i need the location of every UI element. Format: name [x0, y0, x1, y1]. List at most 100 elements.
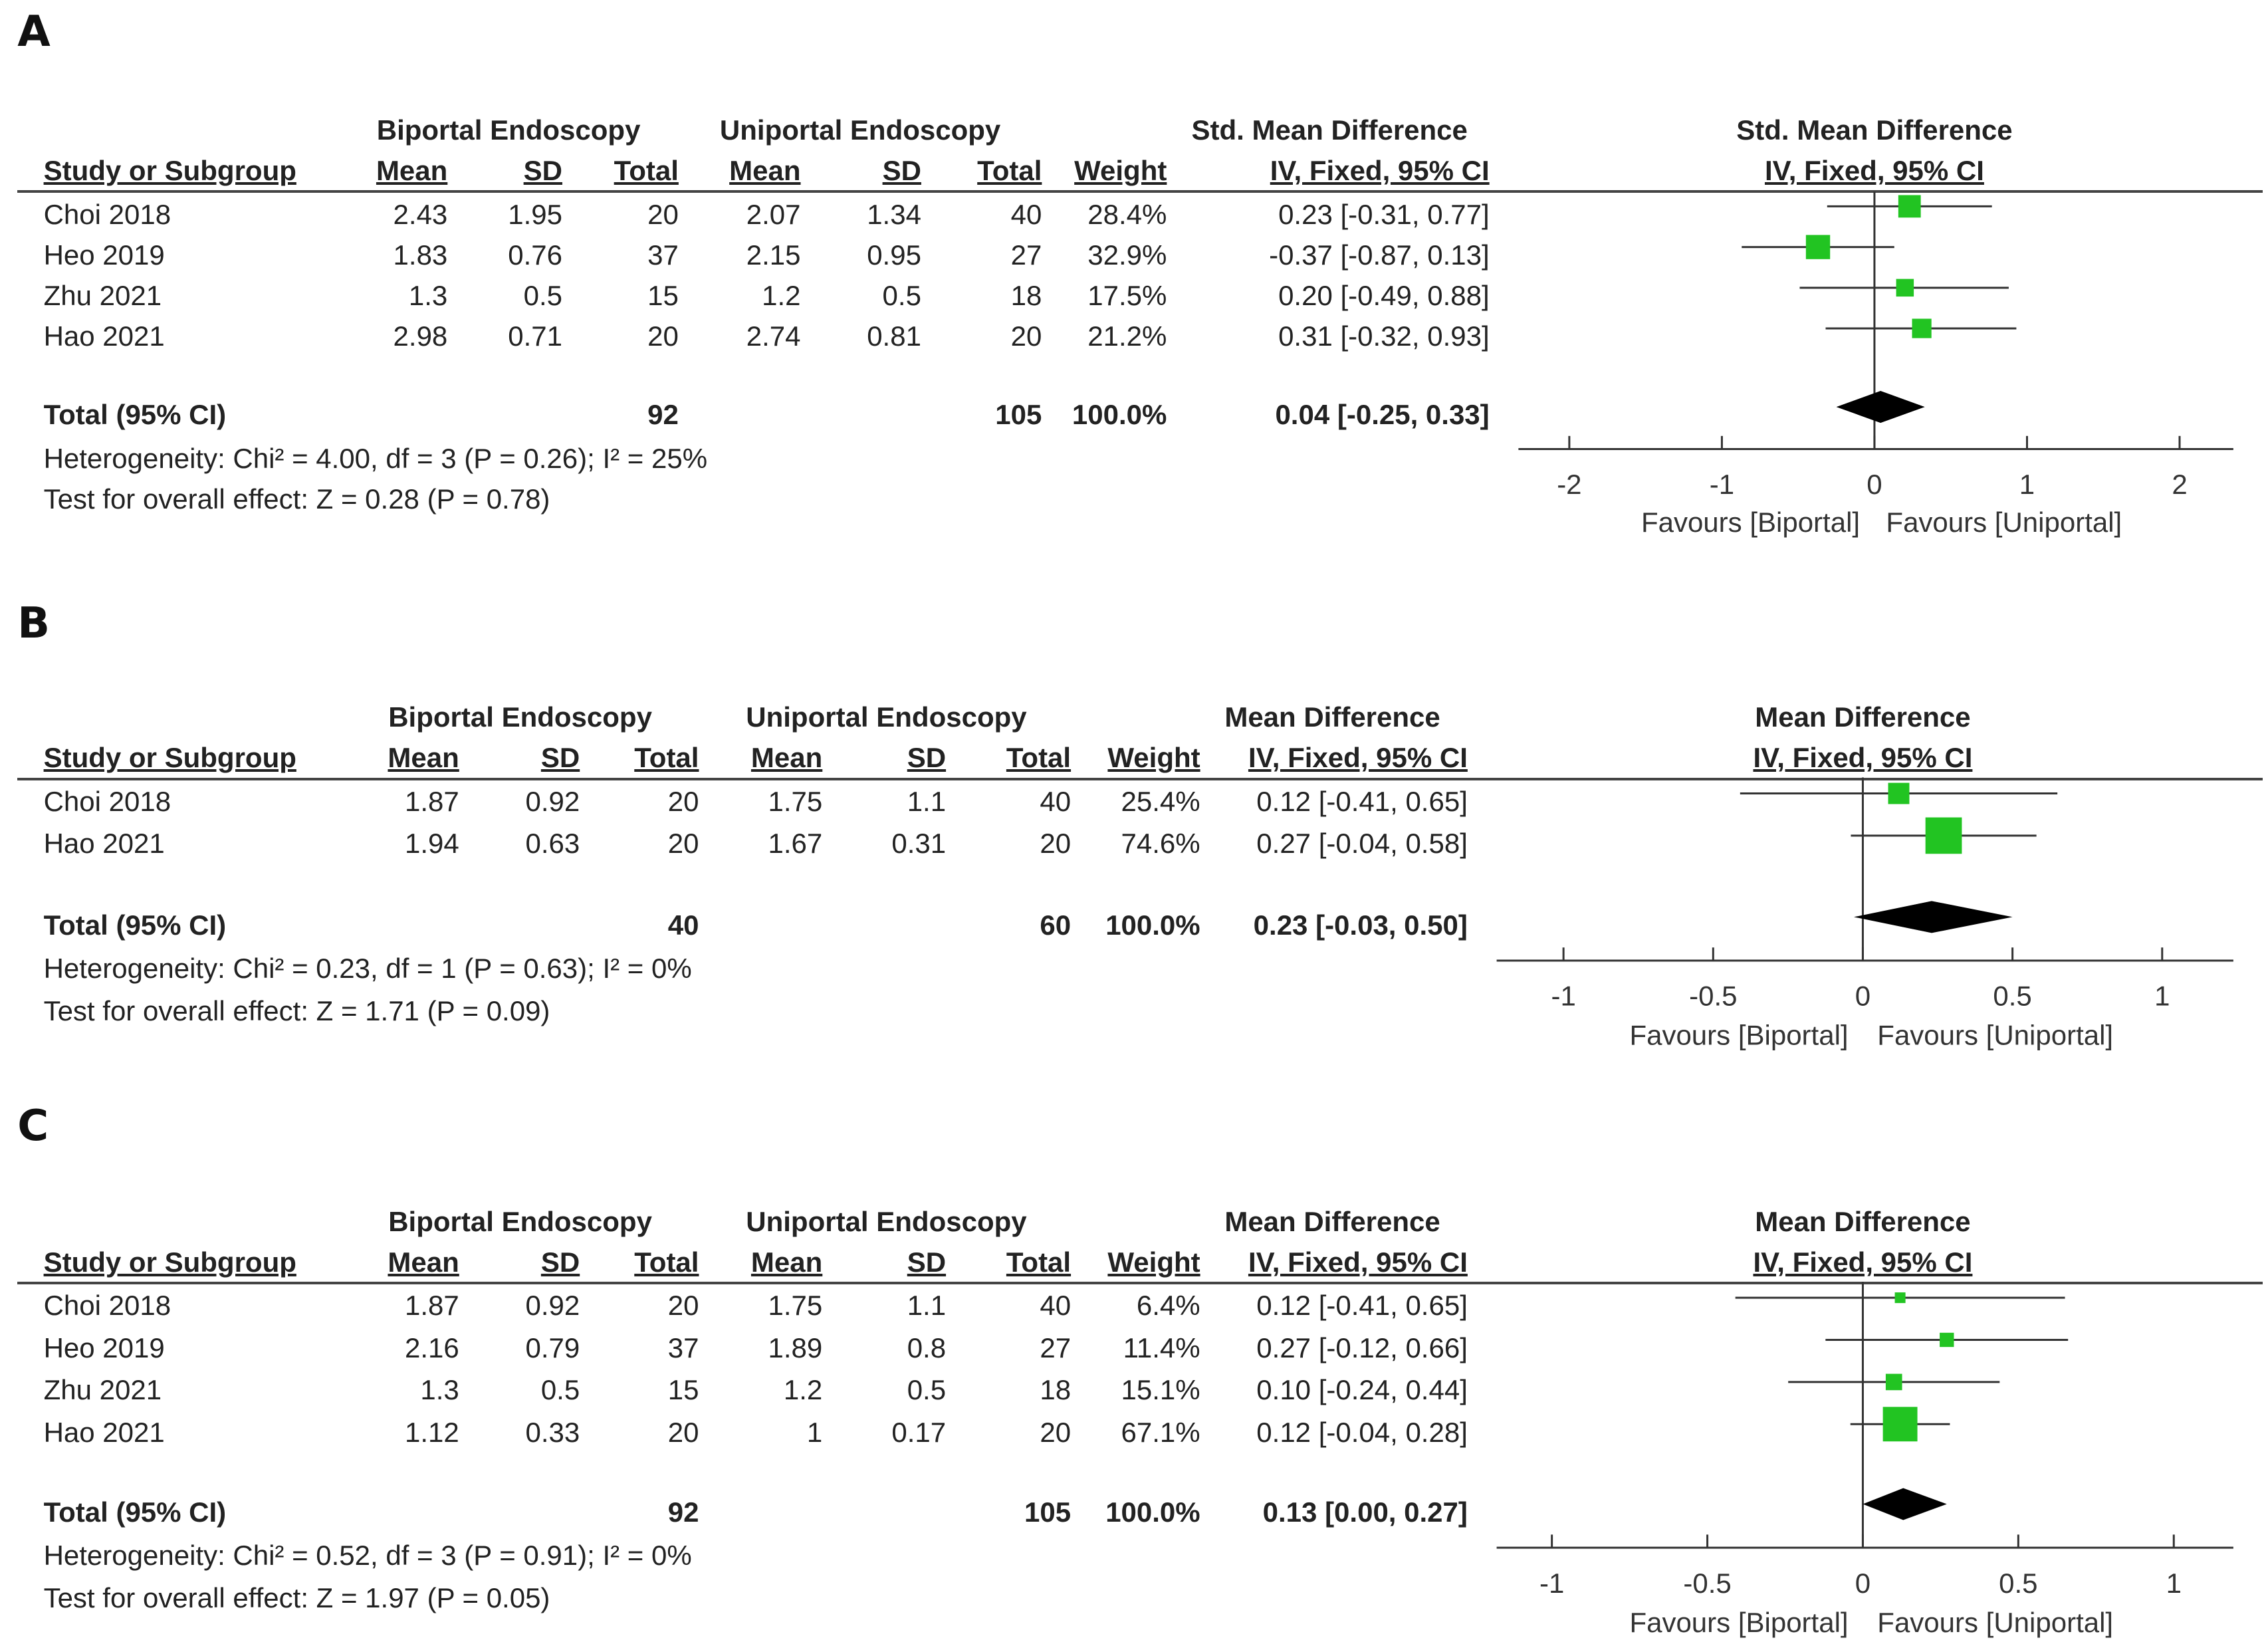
effect-header: Std. Mean Difference: [1191, 114, 1468, 146]
favours-left-label: Favours [Biportal]: [1629, 1607, 1848, 1638]
axis-tick-label: 2: [2172, 469, 2187, 500]
study-n1: 15: [647, 280, 679, 312]
study-square: [1912, 318, 1932, 338]
study-square: [1925, 817, 1962, 854]
study-m2: 2.74: [746, 320, 801, 352]
total-n2: 60: [1040, 909, 1072, 941]
study-name: Hao 2021: [43, 1416, 165, 1448]
study-n2: 18: [1040, 1374, 1072, 1406]
study-sd2: 1.1: [907, 1290, 947, 1322]
study-square: [1896, 279, 1914, 297]
study-sd2: 0.31: [891, 828, 947, 860]
total-ci: 0.04 [-0.25, 0.33]: [1275, 399, 1490, 431]
study-n2: 40: [1040, 1290, 1072, 1322]
study-sd1: 0.33: [525, 1416, 580, 1448]
favours-left-label: Favours [Biportal]: [1629, 1020, 1848, 1051]
study-weight: 6.4%: [1136, 1290, 1200, 1322]
study-sd2: 0.5: [907, 1374, 947, 1406]
panel-letter: B: [17, 598, 50, 648]
study-name: Hao 2021: [43, 320, 165, 352]
study-sd2: 0.81: [867, 320, 921, 352]
plot-header: Std. Mean Difference: [1736, 114, 2013, 146]
study-weight: 11.4%: [1123, 1332, 1200, 1363]
header-rule: [17, 777, 2263, 780]
study-square: [1888, 782, 1910, 804]
study-weight: 17.5%: [1087, 280, 1167, 312]
study-sd1: 0.5: [523, 280, 562, 312]
col-weight: Weight: [1107, 742, 1200, 774]
study-sd1: 0.63: [525, 828, 580, 860]
study-sd2: 1.34: [867, 198, 921, 230]
total-ci: 0.23 [-0.03, 0.50]: [1253, 909, 1468, 941]
total-weight: 100.0%: [1072, 399, 1167, 431]
study-square: [1894, 1292, 1906, 1304]
plot-subheader: IV, Fixed, 95% CI: [1753, 1246, 1973, 1278]
col-n1: Total: [614, 155, 679, 187]
study-n1: 20: [667, 1416, 699, 1448]
study-ci: 0.31 [-0.32, 0.93]: [1278, 320, 1490, 352]
effect-subheader: IV, Fixed, 95% CI: [1270, 155, 1490, 187]
plot-subheader: IV, Fixed, 95% CI: [1764, 155, 1984, 187]
study-m1: 2.43: [393, 198, 448, 230]
effect-header: Mean Difference: [1224, 701, 1440, 733]
study-sd1: 0.92: [525, 1290, 580, 1322]
study-weight: 15.1%: [1121, 1374, 1200, 1406]
panel-letter: C: [17, 1101, 49, 1151]
group1-header: Biportal Endoscopy: [376, 114, 641, 146]
study-n2: 27: [1040, 1332, 1072, 1363]
axis-tick-label: 1: [2166, 1568, 2182, 1599]
axis-tick-label: 0: [1855, 981, 1871, 1012]
total-label: Total (95% CI): [43, 1496, 227, 1528]
study-n1: 20: [647, 320, 679, 352]
axis-tick-label: -1: [1539, 1568, 1564, 1599]
col-m1: Mean: [376, 155, 448, 187]
study-ci: -0.37 [-0.87, 0.13]: [1269, 239, 1490, 271]
plot-subheader: IV, Fixed, 95% CI: [1753, 742, 1973, 774]
study-sd1: 0.5: [540, 1374, 580, 1406]
pooled-diamond: [1853, 901, 2013, 933]
study-m2: 1.2: [783, 1374, 823, 1406]
effect-subheader: IV, Fixed, 95% CI: [1248, 1246, 1468, 1278]
total-label: Total (95% CI): [43, 909, 227, 941]
study-sd2: 0.17: [891, 1416, 947, 1448]
study-ci: 0.10 [-0.24, 0.44]: [1256, 1374, 1468, 1406]
study-name: Heo 2019: [43, 239, 165, 271]
study-sd1: 0.92: [525, 785, 580, 817]
total-weight: 100.0%: [1105, 1496, 1200, 1528]
study-n1: 37: [667, 1332, 699, 1363]
study-m2: 1.75: [768, 785, 823, 817]
plot-header: Mean Difference: [1755, 701, 1971, 733]
study-square: [1805, 235, 1831, 259]
study-m1: 1.3: [408, 280, 448, 312]
panel-letter: A: [17, 7, 51, 57]
study-m1: 1.94: [405, 828, 459, 860]
study-m1: 1.87: [405, 785, 459, 817]
study-n1: 20: [667, 1290, 699, 1322]
study-sd1: 0.79: [525, 1332, 580, 1363]
study-n2: 40: [1010, 198, 1042, 230]
study-n2: 20: [1010, 320, 1042, 352]
col-sd1: SD: [523, 155, 562, 187]
study-sd2: 0.5: [882, 280, 921, 312]
col-m2: Mean: [750, 742, 823, 774]
favours-right-label: Favours [Uniportal]: [1877, 1020, 2113, 1051]
study-name: Zhu 2021: [43, 280, 162, 312]
axis-tick-label: 0.5: [1993, 981, 2031, 1012]
axis-tick-label: -0.5: [1689, 981, 1737, 1012]
overall-effect: Test for overall effect: Z = 0.28 (P = 0…: [43, 483, 550, 515]
study-m2: 1.67: [768, 828, 823, 860]
group2-header: Uniportal Endoscopy: [746, 1205, 1027, 1237]
overall-effect: Test for overall effect: Z = 1.71 (P = 0…: [43, 995, 550, 1026]
study-weight: 67.1%: [1121, 1416, 1200, 1448]
study-n2: 20: [1040, 1416, 1072, 1448]
study-name: Heo 2019: [43, 1332, 165, 1363]
study-m2: 1.2: [762, 280, 801, 312]
col-m2: Mean: [750, 1246, 823, 1278]
study-n1: 15: [667, 1374, 699, 1406]
col-study: Study or Subgroup: [43, 742, 296, 774]
col-n1: Total: [634, 742, 699, 774]
col-sd2: SD: [882, 155, 921, 187]
